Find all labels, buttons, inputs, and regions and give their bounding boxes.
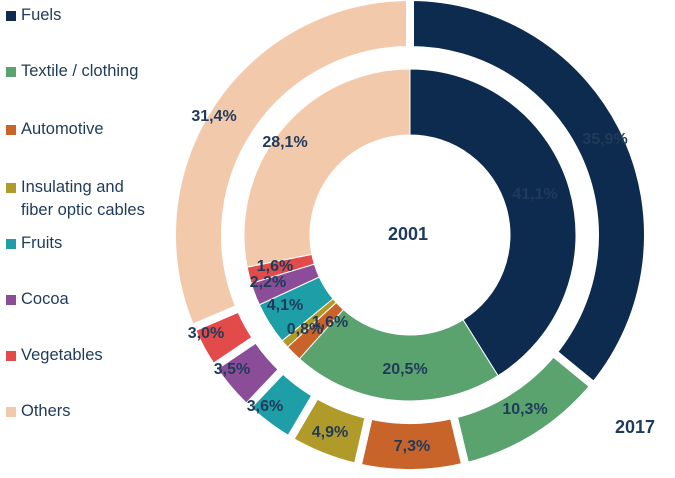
data-label: 31,4% bbox=[191, 108, 236, 125]
data-label: 10,3% bbox=[502, 401, 547, 418]
data-label: 28,1% bbox=[262, 134, 307, 151]
legend-swatch bbox=[6, 125, 16, 135]
data-label: 35,9% bbox=[582, 131, 627, 148]
legend-swatch bbox=[6, 239, 16, 249]
legend-swatch bbox=[6, 407, 16, 417]
data-label: 20,5% bbox=[382, 361, 427, 378]
legend-swatch bbox=[6, 11, 16, 21]
data-label: 4,1% bbox=[267, 297, 303, 314]
data-label: 4,9% bbox=[312, 424, 348, 441]
legend-label: Fuels bbox=[21, 6, 62, 24]
slice-2017-0 bbox=[406, 0, 652, 392]
legend-item: Cocoa bbox=[6, 288, 69, 311]
legend-item: Textile / clothing bbox=[6, 60, 138, 83]
legend-item: Others bbox=[6, 400, 71, 423]
legend-swatch bbox=[6, 183, 16, 193]
data-label: 2,2% bbox=[250, 274, 286, 291]
data-label: 1,6% bbox=[312, 314, 348, 331]
legend-swatch bbox=[6, 67, 16, 77]
data-label: 3,6% bbox=[247, 398, 283, 415]
data-label: 1,6% bbox=[257, 258, 293, 275]
legend-item: Vegetables bbox=[6, 344, 103, 367]
legend-item: Automotive bbox=[6, 118, 104, 141]
data-label: 3,0% bbox=[188, 325, 224, 342]
legend-item: Insulating and fiber optic cables bbox=[6, 176, 151, 222]
slice-2001-0 bbox=[409, 68, 577, 377]
slice-2001-7 bbox=[243, 68, 411, 268]
legend-item: Fuels bbox=[6, 4, 61, 27]
data-label: 3,5% bbox=[214, 361, 250, 378]
data-label: 7,3% bbox=[394, 438, 430, 455]
legend-label: Others bbox=[21, 402, 71, 420]
legend-label: Cocoa bbox=[21, 290, 69, 308]
series-label: 2001 bbox=[388, 224, 428, 244]
legend-label: Vegetables bbox=[21, 346, 103, 364]
slice-2017-7 bbox=[168, 0, 414, 334]
legend-label: Textile / clothing bbox=[21, 62, 139, 80]
legend-swatch bbox=[6, 351, 16, 361]
series-label: 2017 bbox=[615, 417, 655, 437]
legend-label: Fruits bbox=[21, 234, 63, 252]
data-label: 0,8% bbox=[287, 321, 323, 338]
legend-item: Fruits bbox=[6, 232, 62, 255]
legend-swatch bbox=[6, 295, 16, 305]
data-label: 41,1% bbox=[512, 186, 557, 203]
legend-label: Insulating and fiber optic cables bbox=[21, 178, 145, 219]
legend-label: Automotive bbox=[21, 120, 104, 138]
